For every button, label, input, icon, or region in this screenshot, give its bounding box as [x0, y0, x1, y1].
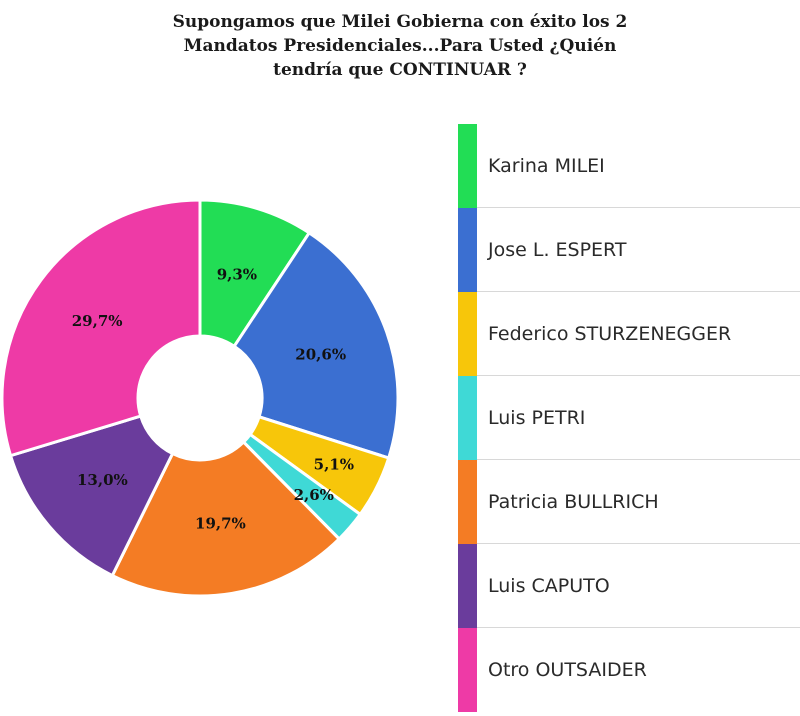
- slice-data-label: 19,7%: [195, 514, 246, 532]
- legend-label: Karina MILEI: [488, 155, 605, 177]
- legend-divider: [477, 207, 800, 208]
- chart-title-line-2: Mandatos Presidenciales...Para Usted ¿Qu…: [183, 36, 617, 56]
- pie-slice: [8, 414, 175, 578]
- legend-swatch: [458, 124, 477, 208]
- legend-divider: [477, 375, 800, 376]
- chart-title-line-3: tendría que CONTINUAR ?: [273, 60, 527, 80]
- legend-item: Luis PETRI: [458, 376, 800, 460]
- legend-divider: [477, 543, 800, 544]
- legend-item: Karina MILEI: [458, 124, 800, 208]
- legend-swatch: [458, 544, 477, 628]
- legend-label: Luis CAPUTO: [488, 575, 610, 597]
- legend-divider: [477, 627, 800, 628]
- legend-swatch: [458, 460, 477, 544]
- slice-data-label: 2,6%: [294, 486, 334, 504]
- chart-title: Supongamos que Milei Gobierna con éxito …: [80, 10, 720, 82]
- pie-slice: [110, 439, 342, 598]
- legend-swatch: [458, 628, 477, 712]
- pie-slice: [232, 230, 400, 460]
- legend-swatch: [458, 292, 477, 376]
- legend-label: Luis PETRI: [488, 407, 586, 429]
- legend: Karina MILEI Jose L. ESPERT Federico STU…: [458, 124, 800, 716]
- chart-title-line-1: Supongamos que Milei Gobierna con éxito …: [172, 12, 628, 32]
- legend-item: Patricia BULLRICH: [458, 460, 800, 544]
- slice-data-label: 9,3%: [217, 265, 257, 283]
- legend-item: Luis CAPUTO: [458, 544, 800, 628]
- legend-item: Otro OUTSAIDER: [458, 628, 800, 712]
- legend-label: Federico STURZENEGGER: [488, 323, 732, 345]
- legend-label: Otro OUTSAIDER: [488, 659, 647, 681]
- legend-item: Federico STURZENEGGER: [458, 292, 800, 376]
- legend-item: Jose L. ESPERT: [458, 208, 800, 292]
- donut-chart: 9,3% 20,6% 5,1% 2,6% 19,7% 13,0% 29,7%: [0, 198, 400, 598]
- slice-data-label: 5,1%: [314, 456, 354, 474]
- legend-swatch: [458, 208, 477, 292]
- pie-slice: [0, 198, 202, 458]
- legend-label: Patricia BULLRICH: [488, 491, 659, 513]
- legend-divider: [477, 459, 800, 460]
- legend-divider: [477, 291, 800, 292]
- legend-label: Jose L. ESPERT: [488, 239, 627, 261]
- legend-swatch: [458, 376, 477, 460]
- slice-data-label: 20,6%: [295, 345, 346, 363]
- slice-data-label: 29,7%: [72, 312, 123, 330]
- slice-data-label: 13,0%: [77, 471, 128, 489]
